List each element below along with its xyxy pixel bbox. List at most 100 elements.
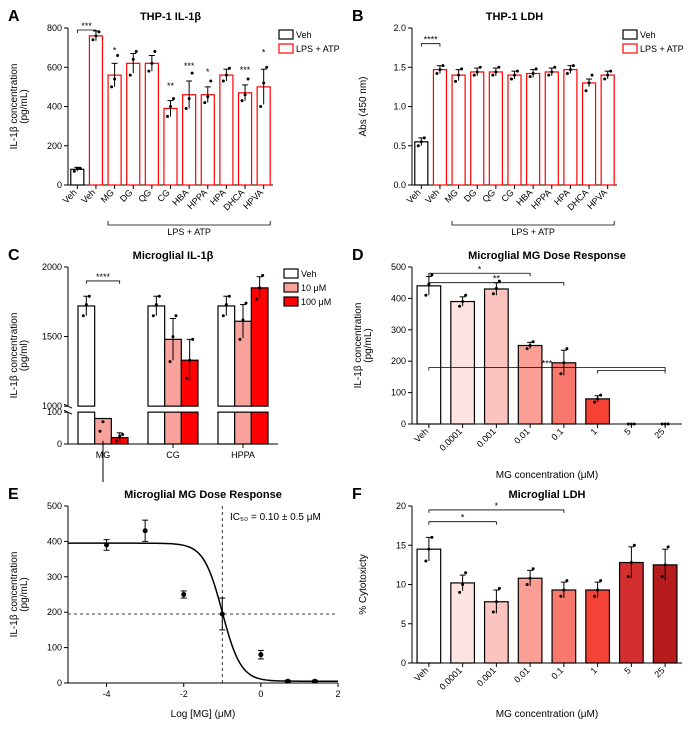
svg-text:IC₅₀ = 0.10 ± 0.5 μM: IC₅₀ = 0.10 ± 0.5 μM	[230, 512, 321, 523]
svg-text:IL-1β concentration(pg/ml): IL-1β concentration(pg/ml)	[9, 313, 30, 399]
svg-text:LPS + ATP: LPS + ATP	[640, 44, 684, 54]
svg-text:100 μM: 100 μM	[301, 297, 331, 307]
svg-text:0: 0	[401, 419, 406, 429]
panel-d: D Microglial MG Dose Response 0 100 200 300 4…	[352, 247, 692, 482]
svg-text:0: 0	[57, 439, 62, 449]
svg-text:HPVA: HPVA	[585, 187, 609, 211]
svg-text:MG concentration (μM): MG concentration (μM)	[496, 470, 598, 481]
svg-text:800: 800	[47, 23, 62, 33]
svg-text:Veh: Veh	[61, 187, 79, 205]
svg-text:***: ***	[542, 358, 553, 368]
svg-text:Microglial LDH: Microglial LDH	[508, 489, 585, 501]
svg-text:1500: 1500	[42, 332, 62, 342]
figure-grid: A THP-1 IL-1β0200400600800IL-1β concentr…	[8, 8, 687, 721]
panel-label-f: F	[352, 486, 362, 504]
svg-text:0.01: 0.01	[512, 426, 531, 445]
svg-text:10 μM: 10 μM	[301, 283, 326, 293]
svg-text:0.1: 0.1	[549, 426, 565, 442]
svg-text:CG: CG	[166, 450, 180, 460]
svg-text:Microglial MG Dose Response: Microglial MG Dose Response	[468, 250, 626, 262]
svg-text:*: *	[113, 46, 117, 56]
panel-f: F Microglial LDH05101520% CytotoxictyVeh…	[352, 486, 692, 721]
svg-text:**: **	[167, 81, 175, 91]
svg-text:2: 2	[335, 689, 340, 699]
svg-text:100: 100	[391, 388, 406, 398]
svg-text:CG: CG	[499, 187, 516, 204]
svg-text:0.5: 0.5	[393, 141, 406, 151]
panel-b: B THP-1 LDH0.00.51.01.52.0Abs (450 nm)Ve…	[352, 8, 692, 243]
svg-text:LPS + ATP: LPS + ATP	[511, 227, 555, 237]
svg-text:1.0: 1.0	[393, 102, 406, 112]
svg-text:0: 0	[258, 689, 263, 699]
svg-text:THP-1 LDH: THP-1 LDH	[486, 11, 544, 23]
svg-text:100: 100	[47, 407, 62, 417]
svg-text:CG: CG	[155, 187, 172, 204]
svg-text:HPVA: HPVA	[241, 187, 265, 211]
svg-text:500: 500	[391, 262, 406, 272]
svg-text:400: 400	[47, 102, 62, 112]
svg-text:*: *	[461, 513, 465, 523]
svg-text:DHCA: DHCA	[565, 187, 590, 212]
svg-text:MG: MG	[443, 187, 460, 204]
svg-text:HPPA: HPPA	[185, 187, 209, 211]
svg-text:QG: QG	[136, 187, 153, 204]
svg-text:****: ****	[424, 35, 439, 45]
svg-text:LPS + ATP: LPS + ATP	[167, 227, 211, 237]
svg-text:200: 200	[47, 607, 62, 617]
svg-text:DHCA: DHCA	[221, 187, 246, 212]
svg-text:IL-1β concentration(pg/mL): IL-1β concentration(pg/mL)	[353, 303, 374, 389]
svg-text:0: 0	[57, 678, 62, 688]
svg-text:Veh: Veh	[412, 426, 430, 444]
svg-text:200: 200	[391, 356, 406, 366]
svg-text:25: 25	[652, 426, 666, 440]
svg-text:MG: MG	[96, 450, 111, 460]
svg-text:300: 300	[47, 572, 62, 582]
svg-text:400: 400	[391, 293, 406, 303]
svg-text:Veh: Veh	[79, 187, 97, 205]
svg-text:QG: QG	[480, 187, 497, 204]
svg-text:Veh: Veh	[640, 30, 656, 40]
svg-text:Veh: Veh	[301, 269, 317, 279]
svg-text:-2: -2	[180, 689, 188, 699]
svg-text:20: 20	[396, 501, 406, 511]
svg-text:-4: -4	[103, 689, 111, 699]
svg-text:THP-1 IL-1β: THP-1 IL-1β	[140, 11, 201, 23]
svg-text:% Cytotoxicty: % Cytotoxicty	[358, 554, 369, 615]
svg-text:600: 600	[47, 62, 62, 72]
svg-text:*: *	[478, 264, 482, 274]
svg-text:0.0001: 0.0001	[438, 665, 465, 692]
svg-text:Veh: Veh	[405, 187, 423, 205]
svg-text:Veh: Veh	[296, 30, 312, 40]
svg-text:***: ***	[81, 21, 92, 31]
svg-text:HPPA: HPPA	[231, 450, 255, 460]
svg-text:300: 300	[391, 325, 406, 335]
svg-text:400: 400	[47, 536, 62, 546]
svg-text:10: 10	[396, 580, 406, 590]
svg-text:5: 5	[401, 619, 406, 629]
panel-label-d: D	[352, 247, 364, 265]
svg-text:500: 500	[47, 501, 62, 511]
svg-text:Veh: Veh	[412, 665, 430, 683]
panel-e: E Microglial MG Dose Response01002003004…	[8, 486, 348, 721]
svg-text:DG: DG	[118, 187, 135, 204]
svg-text:MG: MG	[99, 187, 116, 204]
svg-text:***: ***	[184, 61, 195, 71]
svg-text:0: 0	[57, 180, 62, 190]
svg-text:0.001: 0.001	[475, 665, 498, 688]
svg-text:****: ****	[96, 272, 111, 282]
svg-text:Veh: Veh	[423, 187, 441, 205]
panel-label-e: E	[8, 486, 19, 504]
svg-text:LPS + ATP: LPS + ATP	[296, 44, 340, 54]
svg-text:DG: DG	[462, 187, 479, 204]
svg-text:*: *	[495, 501, 499, 511]
svg-text:0.1: 0.1	[549, 665, 565, 681]
panel-c: C Microglial IL-1β1000150020000100IL-1β …	[8, 247, 348, 482]
svg-text:***: ***	[240, 65, 251, 75]
svg-text:2.0: 2.0	[393, 23, 406, 33]
svg-text:IL-1β concentration(pg/mL): IL-1β concentration(pg/mL)	[9, 552, 30, 638]
svg-text:Abs (450 nm): Abs (450 nm)	[358, 76, 369, 136]
svg-text:2000: 2000	[42, 262, 62, 272]
svg-text:*: *	[262, 47, 266, 57]
svg-text:IL-1β concentration(pg/mL): IL-1β concentration(pg/mL)	[9, 64, 30, 150]
svg-text:0.01: 0.01	[512, 665, 531, 684]
